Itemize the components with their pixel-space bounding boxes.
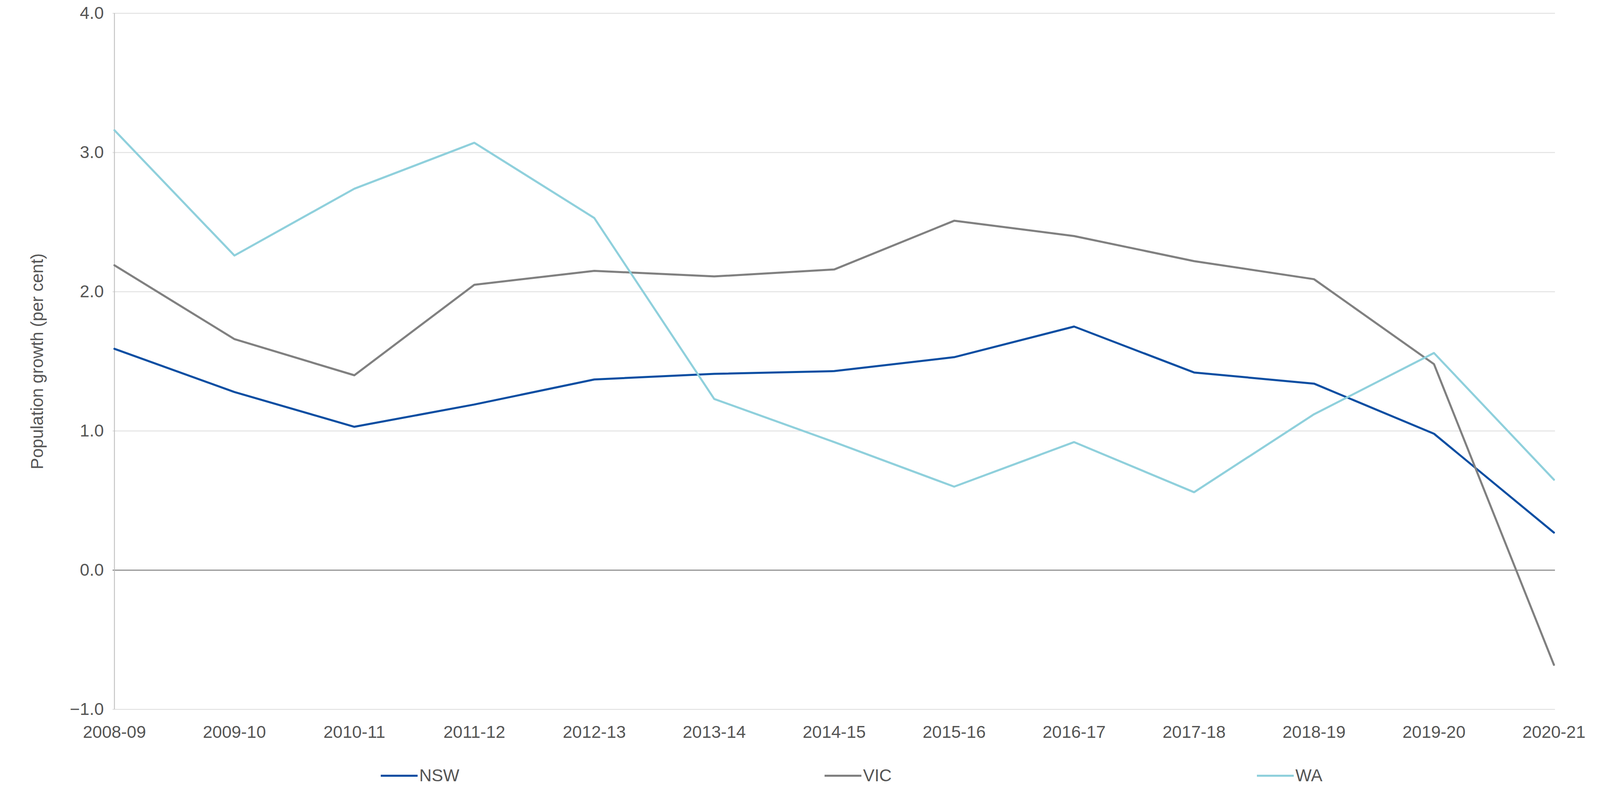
svg-text:2016-17: 2016-17 [1042, 722, 1106, 742]
svg-text:0.0: 0.0 [79, 560, 104, 580]
svg-text:3.0: 3.0 [79, 142, 104, 162]
svg-text:−1.0: −1.0 [70, 699, 104, 719]
html-text:NSW: NSW [419, 765, 460, 785]
svg-text:2011-12: 2011-12 [443, 722, 506, 742]
svg-text:2010-11: 2010-11 [323, 722, 386, 742]
svg-text:2008-09: 2008-09 [82, 722, 146, 742]
svg-text:2013-14: 2013-14 [682, 722, 746, 742]
svg-text:2019-20: 2019-20 [1402, 722, 1466, 742]
svg-text:2017-18: 2017-18 [1162, 722, 1226, 742]
svg-text:2009-10: 2009-10 [202, 722, 266, 742]
svg-text:4.0: 4.0 [79, 3, 104, 23]
svg-text:2020-21: 2020-21 [1522, 722, 1586, 742]
svg-text:2018-19: 2018-19 [1282, 722, 1346, 742]
html-text:WA: WA [1295, 765, 1323, 785]
html-text:VIC: VIC [863, 765, 892, 785]
svg-text:2014-15: 2014-15 [802, 722, 866, 742]
svg-text:Population growth (per cent): Population growth (per cent) [27, 253, 47, 470]
svg-text:1.0: 1.0 [79, 420, 104, 441]
svg-text:2015-16: 2015-16 [922, 722, 986, 742]
svg-text:2012-13: 2012-13 [562, 722, 626, 742]
svg-text:2.0: 2.0 [79, 281, 104, 301]
